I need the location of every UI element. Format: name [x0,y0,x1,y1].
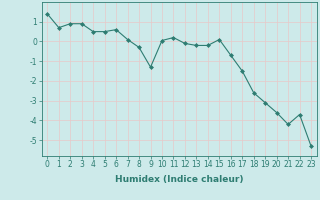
X-axis label: Humidex (Indice chaleur): Humidex (Indice chaleur) [115,175,244,184]
